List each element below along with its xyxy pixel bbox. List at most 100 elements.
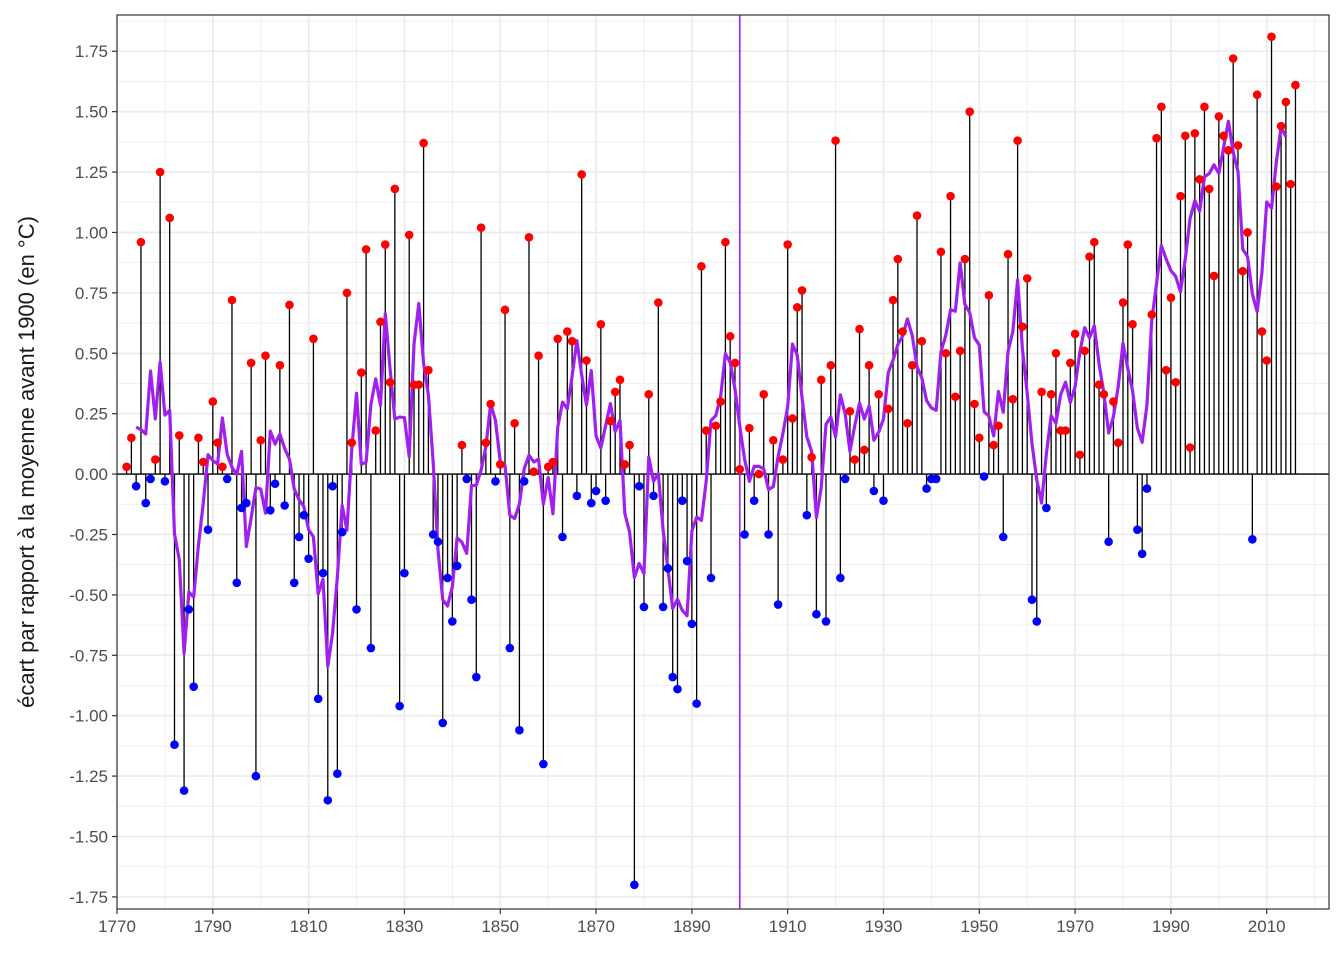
point-positive xyxy=(1176,191,1185,201)
point-negative xyxy=(979,472,989,481)
point-negative xyxy=(601,496,610,505)
point-positive xyxy=(1243,228,1252,237)
point-negative xyxy=(931,474,941,484)
point-positive xyxy=(1209,271,1219,281)
point-negative xyxy=(663,564,673,573)
point-negative xyxy=(280,501,289,510)
point-negative xyxy=(400,568,409,578)
point-positive xyxy=(476,223,486,232)
point-negative xyxy=(433,537,443,547)
point-negative xyxy=(879,496,888,505)
point-positive xyxy=(816,375,826,385)
point-positive xyxy=(208,397,218,406)
y-tick-label: 1.75 xyxy=(75,42,108,61)
point-positive xyxy=(174,431,184,440)
point-positive xyxy=(524,232,534,242)
point-positive xyxy=(1013,136,1022,145)
point-negative xyxy=(333,769,342,778)
point-positive xyxy=(1224,146,1233,155)
point-positive xyxy=(500,305,510,315)
point-positive xyxy=(1089,237,1099,247)
point-negative xyxy=(448,617,457,626)
point-positive xyxy=(620,460,630,469)
point-positive xyxy=(1118,298,1128,307)
y-tick-label: 0.00 xyxy=(75,465,108,484)
point-positive xyxy=(615,375,625,385)
point-positive xyxy=(1171,377,1181,387)
point-negative xyxy=(242,498,251,508)
point-positive xyxy=(218,462,227,472)
point-positive xyxy=(946,191,955,201)
point-positive xyxy=(582,356,591,365)
point-positive xyxy=(285,300,294,310)
point-positive xyxy=(1190,129,1200,138)
point-negative xyxy=(706,573,716,583)
point-positive xyxy=(1219,131,1228,141)
point-positive xyxy=(874,390,883,399)
point-negative xyxy=(634,481,644,491)
point-positive xyxy=(1267,32,1276,42)
point-negative xyxy=(740,530,749,539)
point-negative xyxy=(265,506,275,515)
point-negative xyxy=(352,605,361,614)
point-negative xyxy=(515,725,524,735)
point-positive xyxy=(1109,397,1118,406)
point-positive xyxy=(1085,252,1094,261)
point-positive xyxy=(1113,438,1123,447)
point-positive xyxy=(1262,356,1272,365)
point-positive xyxy=(495,460,505,469)
point-positive xyxy=(951,392,960,402)
x-tick-label: 1930 xyxy=(865,917,903,936)
point-positive xyxy=(1128,319,1137,329)
point-positive xyxy=(419,138,428,148)
point-negative xyxy=(572,491,582,501)
point-positive xyxy=(893,254,903,264)
point-negative xyxy=(687,619,697,629)
point-negative xyxy=(141,498,151,508)
point-positive xyxy=(654,298,663,307)
point-negative xyxy=(821,617,831,626)
data-points xyxy=(122,32,1300,890)
point-positive xyxy=(807,452,816,462)
point-positive xyxy=(1214,112,1224,121)
point-negative xyxy=(1042,503,1051,513)
point-negative xyxy=(462,474,472,484)
point-positive xyxy=(701,426,711,435)
point-positive xyxy=(850,455,860,464)
point-negative xyxy=(1027,595,1037,605)
point-positive xyxy=(1094,380,1104,389)
point-positive xyxy=(357,368,366,377)
point-negative xyxy=(203,525,213,534)
point-positive xyxy=(1147,310,1157,319)
point-positive xyxy=(136,237,146,247)
point-negative xyxy=(251,771,261,781)
point-negative xyxy=(222,474,232,484)
y-tick-label: -0.50 xyxy=(69,586,108,605)
point-positive xyxy=(1161,365,1171,375)
point-negative xyxy=(1248,535,1257,544)
y-axis-title: écart par rapport à la moyenne avant 190… xyxy=(14,216,39,708)
point-negative xyxy=(812,609,821,619)
x-tick-label: 1810 xyxy=(290,917,328,936)
point-positive xyxy=(165,213,174,223)
point-positive xyxy=(1075,450,1085,460)
point-positive xyxy=(955,346,965,356)
point-positive xyxy=(1204,184,1214,194)
point-positive xyxy=(860,445,869,455)
y-tick-label: 0.75 xyxy=(75,284,108,303)
point-positive xyxy=(376,317,385,327)
point-positive xyxy=(903,419,912,428)
point-positive xyxy=(610,387,620,397)
point-positive xyxy=(960,254,970,264)
point-positive xyxy=(994,421,1003,431)
y-tick-label: -0.25 xyxy=(69,525,108,544)
point-positive xyxy=(1166,293,1176,302)
x-tick-label: 1910 xyxy=(769,917,807,936)
point-positive xyxy=(1185,443,1195,452)
point-positive xyxy=(725,332,735,341)
x-tick-label: 2010 xyxy=(1248,917,1286,936)
point-positive xyxy=(898,327,907,336)
point-negative xyxy=(1133,525,1142,534)
point-negative xyxy=(337,527,347,537)
point-negative xyxy=(232,578,242,588)
